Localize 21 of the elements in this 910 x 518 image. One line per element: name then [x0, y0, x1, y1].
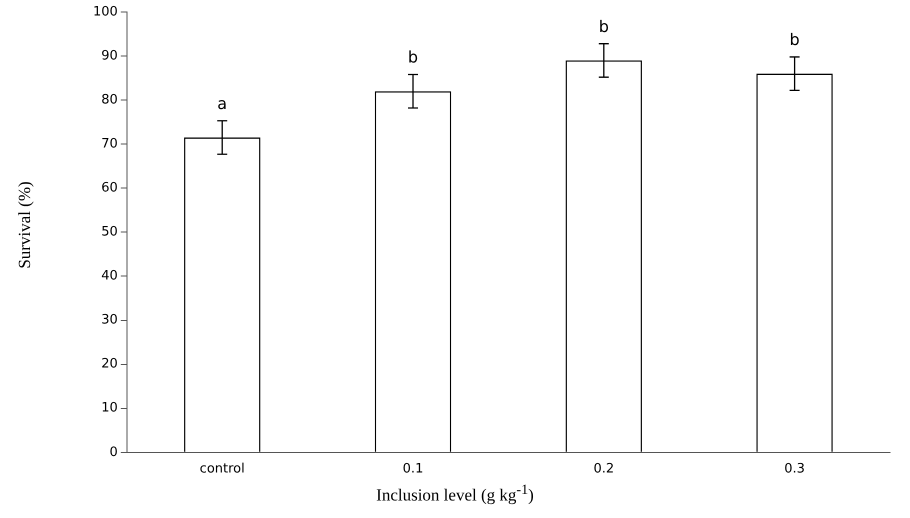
- x-tick-label: 0.3: [784, 462, 805, 477]
- x-tick-label: 0.2: [593, 462, 614, 477]
- annotation: b: [408, 48, 418, 67]
- y-tick-label: 100: [92, 4, 118, 20]
- y-tick-label: 10: [101, 400, 118, 416]
- annotation: b: [598, 16, 609, 36]
- y-tick-label: 0: [110, 444, 118, 460]
- y-tick-label: 80: [101, 92, 118, 108]
- y-tick-label: 60: [101, 180, 118, 196]
- y-tick-label: 70: [101, 136, 118, 152]
- y-tick-label: 90: [101, 48, 118, 64]
- x-axis-title: Inclusion level (g kg$^{-1}$): [375, 482, 535, 506]
- annotation: b: [790, 30, 800, 50]
- x-tick-label: control: [200, 462, 245, 477]
- y-tick-label: 50: [101, 224, 118, 240]
- x-tick-label: 0.1: [402, 462, 424, 477]
- y-axis-title: Survival (%): [15, 180, 35, 271]
- annotation: a: [217, 94, 228, 113]
- y-tick-label: 20: [101, 356, 118, 372]
- y-tick-label: 40: [101, 268, 118, 284]
- y-tick-label: 30: [101, 312, 118, 328]
